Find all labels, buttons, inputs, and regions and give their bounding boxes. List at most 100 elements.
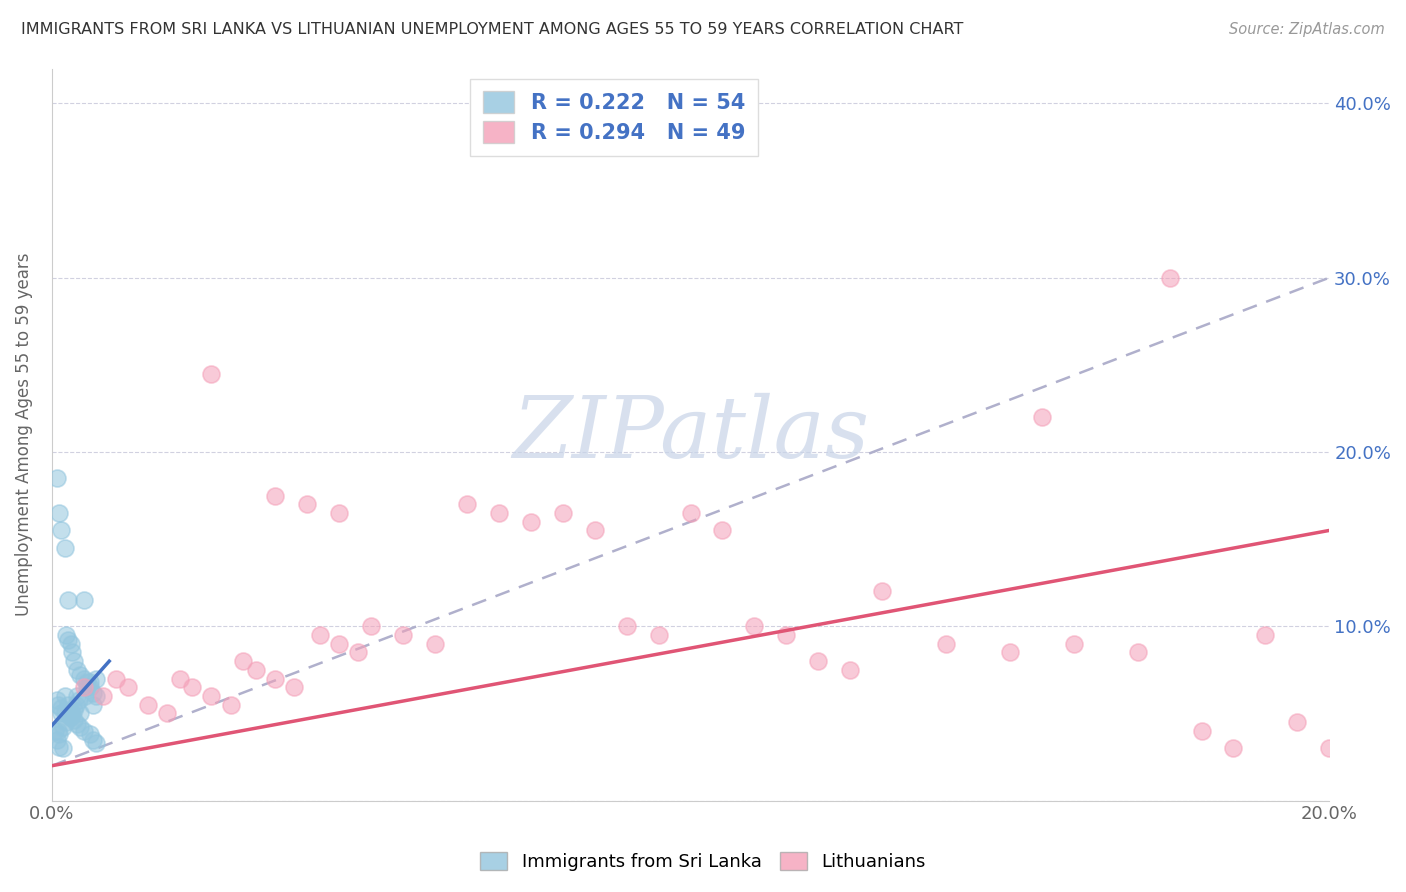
Point — [63, 714, 86, 728]
Point — [1317, 741, 1340, 756]
Point — [1286, 715, 1309, 730]
Legend: Immigrants from Sri Lanka, Lithuanians: Immigrants from Sri Lanka, Lithuanians — [472, 845, 934, 879]
Point — [59, 706, 82, 721]
Point — [55, 628, 77, 642]
Point — [60, 706, 83, 721]
Point — [1254, 628, 1277, 642]
Point — [998, 645, 1021, 659]
Point — [52, 720, 75, 734]
Point — [73, 689, 96, 703]
Point — [551, 506, 574, 520]
Point — [73, 723, 96, 738]
Point — [870, 584, 893, 599]
Point — [219, 698, 242, 712]
Point — [297, 497, 319, 511]
Point — [283, 681, 305, 695]
Point — [91, 689, 114, 703]
Point — [79, 681, 101, 695]
Point — [45, 732, 67, 747]
Point — [264, 489, 287, 503]
Point — [86, 689, 108, 703]
Point — [136, 698, 159, 712]
Point — [51, 706, 73, 721]
Point — [775, 628, 797, 642]
Point — [76, 681, 98, 695]
Point — [169, 672, 191, 686]
Point — [583, 524, 606, 538]
Point — [52, 741, 75, 756]
Point — [45, 692, 67, 706]
Point — [69, 668, 91, 682]
Point — [245, 663, 267, 677]
Point — [79, 675, 101, 690]
Point — [200, 689, 222, 703]
Point — [55, 715, 77, 730]
Point — [59, 637, 82, 651]
Point — [156, 706, 179, 721]
Point — [66, 663, 89, 677]
Point — [328, 506, 350, 520]
Point — [82, 685, 104, 699]
Point — [51, 701, 73, 715]
Point — [60, 645, 83, 659]
Point — [69, 720, 91, 734]
Point — [66, 689, 89, 703]
Point — [392, 628, 415, 642]
Point — [82, 732, 104, 747]
Point — [200, 367, 222, 381]
Point — [56, 698, 79, 712]
Point — [67, 692, 90, 706]
Point — [48, 739, 70, 754]
Point — [360, 619, 382, 633]
Point — [711, 524, 734, 538]
Point — [117, 681, 139, 695]
Point — [73, 593, 96, 607]
Point — [423, 637, 446, 651]
Point — [53, 705, 76, 719]
Point — [66, 717, 89, 731]
Text: Source: ZipAtlas.com: Source: ZipAtlas.com — [1229, 22, 1385, 37]
Point — [647, 628, 669, 642]
Point — [181, 681, 204, 695]
Point — [59, 710, 82, 724]
Point — [53, 689, 76, 703]
Point — [347, 645, 370, 659]
Point — [1031, 410, 1053, 425]
Point — [79, 727, 101, 741]
Point — [935, 637, 957, 651]
Point — [48, 727, 70, 741]
Point — [44, 723, 66, 738]
Point — [1159, 270, 1181, 285]
Y-axis label: Unemployment Among Ages 55 to 59 years: Unemployment Among Ages 55 to 59 years — [15, 252, 32, 616]
Point — [807, 654, 830, 668]
Point — [679, 506, 702, 520]
Text: IMMIGRANTS FROM SRI LANKA VS LITHUANIAN UNEMPLOYMENT AMONG AGES 55 TO 59 YEARS C: IMMIGRANTS FROM SRI LANKA VS LITHUANIAN … — [21, 22, 963, 37]
Point — [48, 506, 70, 520]
Point — [616, 619, 638, 633]
Point — [86, 736, 108, 750]
Point — [53, 541, 76, 555]
Point — [309, 628, 332, 642]
Point — [232, 654, 254, 668]
Point — [488, 506, 510, 520]
Point — [264, 672, 287, 686]
Point — [104, 672, 127, 686]
Point — [76, 675, 98, 690]
Point — [56, 593, 79, 607]
Point — [520, 515, 543, 529]
Point — [1222, 741, 1244, 756]
Point — [839, 663, 862, 677]
Point — [86, 672, 108, 686]
Point — [56, 633, 79, 648]
Point — [45, 471, 67, 485]
Point — [82, 698, 104, 712]
Point — [73, 672, 96, 686]
Point — [456, 497, 478, 511]
Text: ZIPatlas: ZIPatlas — [512, 393, 869, 476]
Point — [328, 637, 350, 651]
Point — [59, 710, 82, 724]
Point — [46, 723, 69, 738]
Point — [1191, 723, 1213, 738]
Point — [73, 681, 96, 695]
Point — [65, 698, 87, 712]
